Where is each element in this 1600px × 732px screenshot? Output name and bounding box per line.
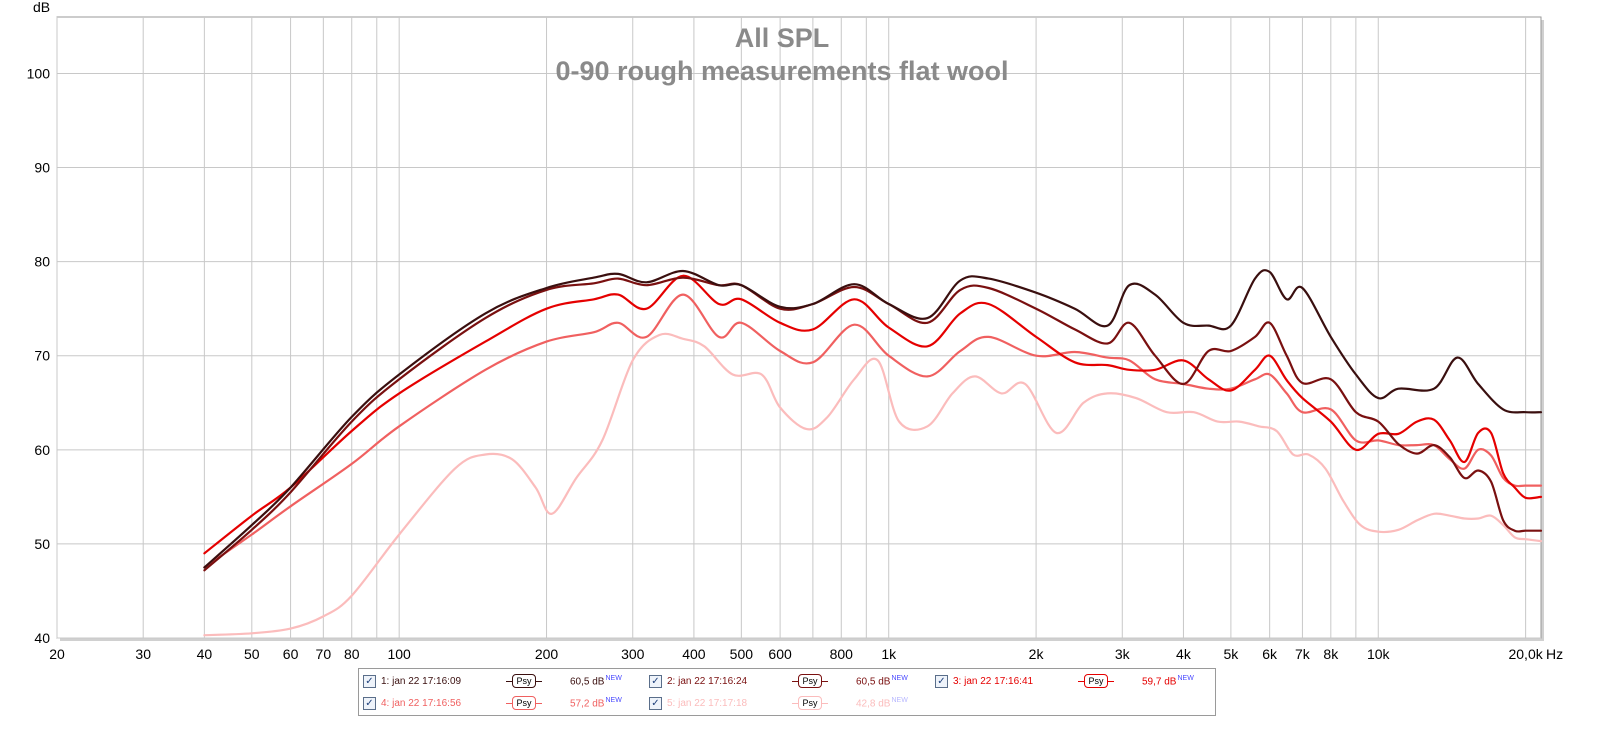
legend-label: 1: jan 22 17:16:09 — [381, 675, 462, 687]
x-tick-label: 50 — [244, 646, 260, 662]
new-badge: NEW — [605, 696, 622, 704]
series-line-3 — [203, 274, 1543, 555]
legend-level-text: 60,5 dB — [856, 676, 891, 688]
series-line-5 — [203, 332, 1543, 637]
y-tick-label: 100 — [27, 65, 51, 81]
new-badge: NEW — [891, 674, 908, 682]
psy-smoothing-button[interactable]: Psy — [792, 696, 828, 710]
y-tick-label: 70 — [34, 348, 50, 364]
x-tick-label: 300 — [621, 646, 645, 662]
legend-level-value: 60,5 dBNEW — [570, 675, 622, 687]
x-tick-label: 400 — [682, 646, 706, 662]
legend-checkbox[interactable]: ✓ — [363, 696, 376, 710]
legend-checkbox[interactable]: ✓ — [935, 674, 948, 688]
psy-label: Psy — [512, 696, 536, 710]
psy-smoothing-button[interactable]: Psy — [792, 674, 828, 688]
legend-label: 5: jan 22 17:17:18 — [667, 697, 748, 709]
x-tick-label: 8k — [1323, 646, 1339, 662]
psy-label: Psy — [798, 674, 822, 688]
new-badge: NEW — [1177, 674, 1194, 682]
x-tick-label: 600 — [768, 646, 792, 662]
new-badge: NEW — [891, 696, 908, 704]
x-tick-label: 3k — [1115, 646, 1131, 662]
x-tick-label: 60 — [283, 646, 299, 662]
legend-item-3: ✓ 3: jan 22 17:16:41 Psy 59,7 dBNEW — [935, 671, 1194, 691]
x-tick-label: 70 — [316, 646, 332, 662]
y-tick-label: 40 — [34, 630, 50, 646]
series-lines — [203, 269, 1543, 637]
x-tick-label: 7k — [1295, 646, 1311, 662]
legend-item-5: ✓ 5: jan 22 17:17:18 Psy 42,8 dBNEW — [649, 693, 908, 713]
y-tick-label: 90 — [34, 160, 50, 176]
y-axis-unit: dB — [33, 0, 50, 15]
new-badge: NEW — [605, 674, 622, 682]
grid — [56, 17, 1541, 639]
x-tick-label: 1k — [881, 646, 897, 662]
x-tick-label: 10k — [1367, 646, 1391, 662]
x-tick-label: 6k — [1262, 646, 1278, 662]
tick-labels: 20 30 40 50 60 70 80 100 200 300 400 500 600 800 1k 2k 3… — [27, 65, 1544, 662]
legend-label: 2: jan 22 17:16:24 — [667, 675, 748, 687]
series-line-1 — [203, 269, 1543, 569]
series-line-2 — [203, 276, 1543, 572]
legend-item-1: ✓ 1: jan 22 17:16:09 Psy 60,5 dBNEW — [363, 671, 622, 691]
legend-item-4: ✓ 4: jan 22 17:16:56 Psy 57,2 dBNEW — [363, 693, 622, 713]
psy-smoothing-button[interactable]: Psy — [506, 696, 542, 710]
plot-area — [56, 16, 1542, 639]
y-tick-label: 60 — [34, 442, 50, 458]
legend-level-value: 59,7 dBNEW — [1142, 675, 1194, 687]
x-axis-unit: Hz — [1546, 646, 1563, 662]
psy-label: Psy — [1084, 674, 1108, 688]
legend-level-value: 60,5 dBNEW — [856, 675, 908, 687]
x-tick-label: 4k — [1176, 646, 1192, 662]
y-tick-label: 50 — [34, 536, 50, 552]
x-tick-label: 200 — [535, 646, 559, 662]
psy-smoothing-button[interactable]: Psy — [1078, 674, 1114, 688]
legend: ✓ 1: jan 22 17:16:09 Psy 60,5 dBNEW ✓ 2: jan … — [358, 668, 1216, 716]
legend-label: 4: jan 22 17:16:56 — [381, 697, 462, 709]
legend-checkbox[interactable]: ✓ — [649, 696, 662, 710]
legend-checkbox[interactable]: ✓ — [363, 674, 376, 688]
x-tick-label: 2k — [1029, 646, 1045, 662]
legend-level-value: 42,8 dBNEW — [856, 697, 908, 709]
spl-chart: 20 30 40 50 60 70 80 100 200 300 400 500 600 800 1k 2k 3… — [27, 0, 1563, 662]
legend-level-value: 57,2 dBNEW — [570, 697, 622, 709]
legend-item-2: ✓ 2: jan 22 17:16:24 Psy 60,5 dBNEW — [649, 671, 908, 691]
chart-subtitle: 0-90 rough measurements flat wool — [555, 56, 1008, 86]
legend-level-text: 57,2 dB — [570, 698, 605, 710]
legend-label: 3: jan 22 17:16:41 — [953, 675, 1034, 687]
x-tick-label: 100 — [387, 646, 411, 662]
x-tick-label: 80 — [344, 646, 360, 662]
x-tick-label: 800 — [830, 646, 854, 662]
psy-label: Psy — [798, 696, 822, 710]
chart-title: All SPL — [735, 23, 830, 53]
x-tick-label: 500 — [730, 646, 754, 662]
legend-checkbox[interactable]: ✓ — [649, 674, 662, 688]
x-tick-label: 20 — [49, 646, 65, 662]
legend-level-text: 42,8 dB — [856, 698, 891, 710]
psy-smoothing-button[interactable]: Psy — [506, 674, 542, 688]
legend-level-text: 59,7 dB — [1142, 676, 1177, 688]
y-tick-label: 80 — [34, 254, 50, 270]
x-tick-label: 20,0k — [1508, 646, 1543, 662]
psy-label: Psy — [512, 674, 536, 688]
x-tick-label: 40 — [197, 646, 213, 662]
legend-level-text: 60,5 dB — [570, 676, 605, 688]
x-tick-label: 5k — [1223, 646, 1239, 662]
series-line-4 — [203, 293, 1543, 569]
x-tick-label: 30 — [135, 646, 151, 662]
